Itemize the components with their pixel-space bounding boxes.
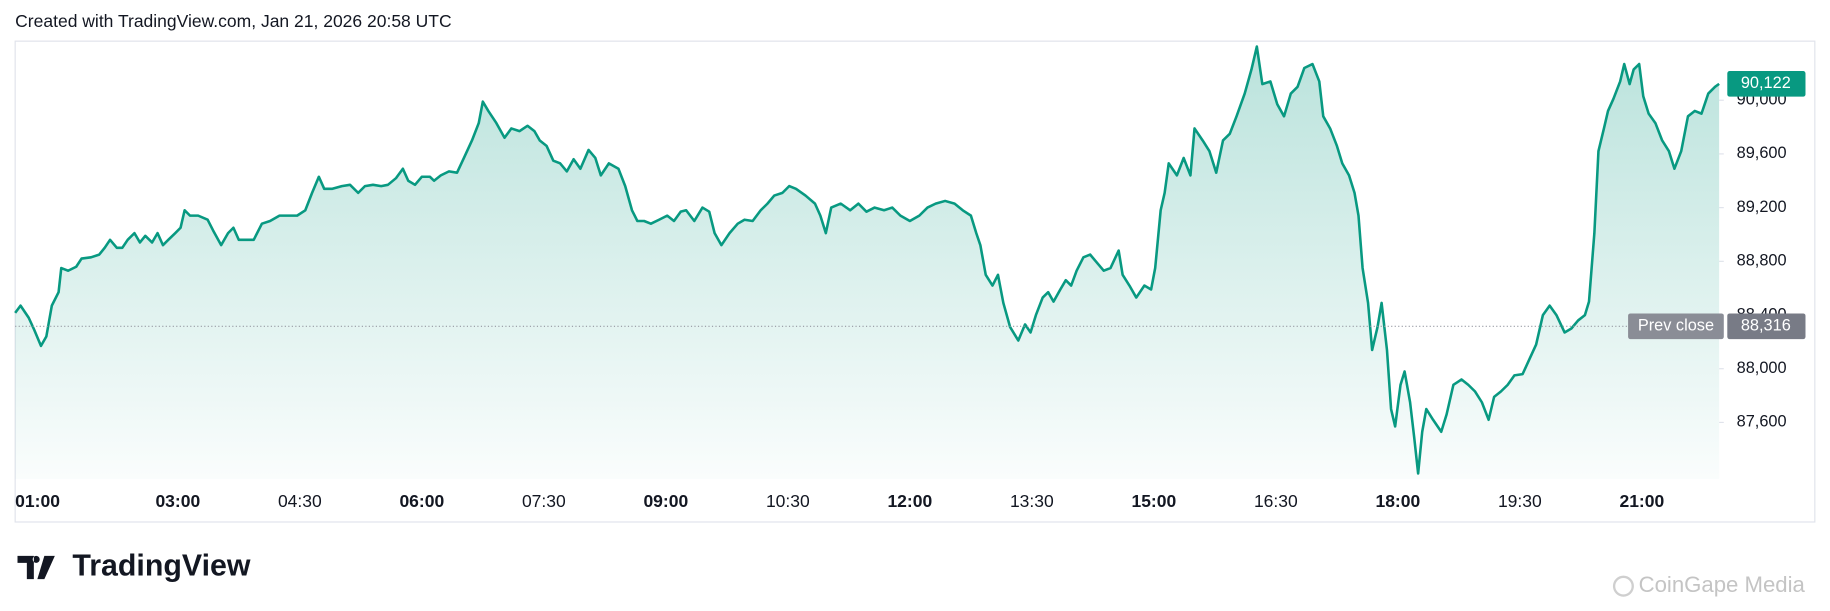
x-tick-label: 07:30	[522, 491, 566, 511]
x-tick-label: 21:00	[1619, 491, 1664, 511]
x-tick-label: 06:00	[399, 491, 444, 511]
last-price-label: 90,122	[1741, 74, 1791, 92]
x-tick-label: 16:30	[1254, 491, 1298, 511]
x-tick-label: 15:00	[1131, 491, 1176, 511]
x-tick-label: 01:00	[15, 491, 60, 511]
y-tick-label: 88,000	[1737, 359, 1787, 377]
x-tick-label: 18:00	[1375, 491, 1420, 511]
watermark-text: CoinGape Media	[1639, 572, 1806, 597]
prev-close-label: 88,316	[1741, 317, 1791, 335]
x-tick-label: 19:30	[1498, 491, 1542, 511]
area-fill	[15, 46, 1720, 479]
last-price-badge	[1727, 71, 1806, 97]
y-tick-label: 89,600	[1737, 144, 1787, 162]
price-line	[14, 45, 1720, 475]
prev-close-badge	[1727, 313, 1806, 340]
y-tick-label: 87,600	[1737, 413, 1787, 431]
y-tick-label: 88,800	[1737, 252, 1787, 270]
x-tick-label: 09:00	[643, 491, 688, 511]
y-tick-label: 89,200	[1737, 198, 1787, 216]
prev-close-name-badge	[1628, 313, 1724, 340]
x-tick-label: 04:30	[278, 491, 322, 511]
watermark: CoinGape Media	[1612, 572, 1806, 597]
prev-close-name: Prev close	[1638, 317, 1714, 335]
x-tick-label: 12:00	[887, 491, 932, 511]
brand-logo: TradingView	[17, 550, 251, 583]
logo-icon	[17, 555, 55, 580]
chart-frame	[14, 40, 1816, 523]
brand-name: TradingView	[72, 550, 250, 583]
header-text: Created with TradingView.com, Jan 21, 20…	[15, 11, 451, 31]
plot-area: 87,60088,00088,40088,80089,20089,60090,0…	[14, 45, 1806, 511]
x-tick-label: 13:30	[1010, 491, 1054, 511]
watermark-icon	[1612, 575, 1634, 597]
x-tick-label: 03:00	[155, 491, 200, 511]
x-tick-label: 10:30	[766, 491, 810, 511]
